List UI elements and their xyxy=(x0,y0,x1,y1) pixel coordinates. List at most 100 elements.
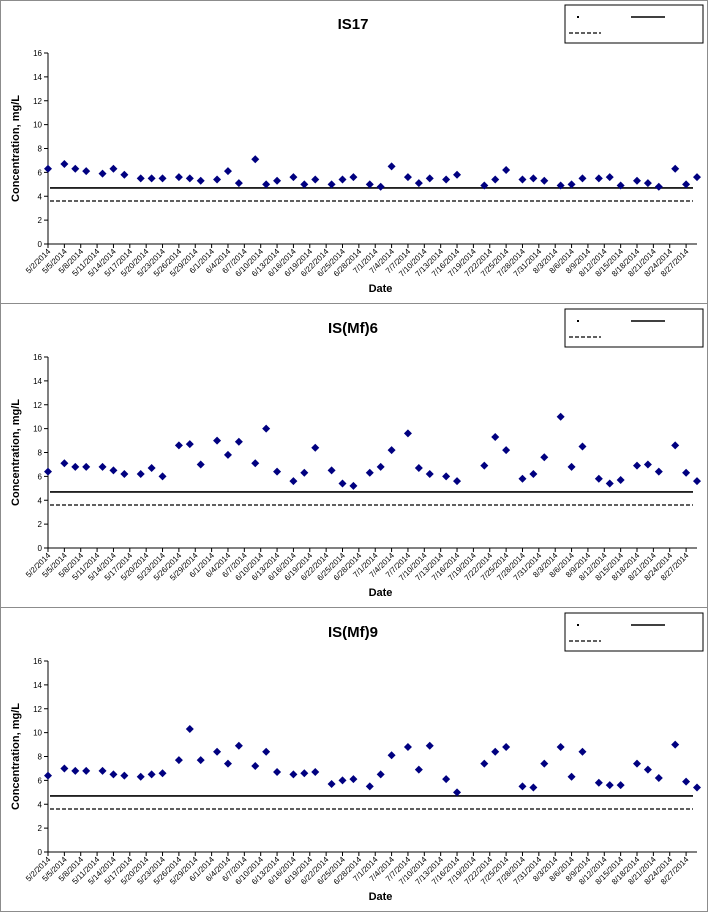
y-tick-label: 12 xyxy=(33,401,42,410)
data-point xyxy=(109,164,118,173)
data-point xyxy=(616,181,625,190)
data-point xyxy=(147,770,156,779)
data-point xyxy=(529,469,538,478)
y-tick-label: 6 xyxy=(38,168,43,177)
data-point xyxy=(671,164,680,173)
panel-divider xyxy=(0,607,708,608)
data-point xyxy=(289,477,298,486)
data-point xyxy=(605,781,614,790)
data-point xyxy=(387,162,396,171)
data-point xyxy=(556,412,565,421)
chart-title: IS(Mf)9 xyxy=(328,624,378,641)
data-point xyxy=(136,772,145,781)
data-point xyxy=(556,181,565,190)
data-point xyxy=(425,174,434,183)
data-point xyxy=(376,182,385,191)
data-point xyxy=(518,175,527,184)
data-point xyxy=(251,459,260,468)
data-point xyxy=(327,180,336,189)
data-point xyxy=(693,173,701,182)
data-point xyxy=(196,176,205,185)
data-point xyxy=(185,725,194,734)
data-point xyxy=(453,788,462,797)
data-point xyxy=(147,464,156,473)
data-point xyxy=(120,170,129,179)
y-tick-label: 16 xyxy=(33,657,42,666)
data-point xyxy=(453,170,462,179)
data-point xyxy=(185,440,194,449)
data-point xyxy=(540,759,549,768)
data-point xyxy=(387,446,396,455)
data-point xyxy=(213,747,222,756)
data-point xyxy=(682,180,691,189)
data-point xyxy=(365,180,374,189)
data-point xyxy=(234,437,243,446)
y-tick-label: 2 xyxy=(38,216,43,225)
data-point xyxy=(109,770,118,779)
data-point xyxy=(425,741,434,750)
data-point xyxy=(174,441,183,450)
data-point xyxy=(403,429,412,438)
data-point xyxy=(120,469,129,478)
data-point xyxy=(300,180,309,189)
data-point xyxy=(234,741,243,750)
chart-title: IS(Mf)6 xyxy=(328,320,378,337)
data-point xyxy=(365,468,374,477)
data-point xyxy=(300,769,309,778)
legend-box xyxy=(564,4,704,44)
data-point xyxy=(442,175,451,184)
y-tick-label: 10 xyxy=(33,729,42,738)
data-point xyxy=(403,173,412,182)
data-point xyxy=(491,432,500,441)
data-point xyxy=(136,469,145,478)
data-point xyxy=(327,466,336,475)
data-point xyxy=(273,467,282,476)
data-point xyxy=(425,469,434,478)
data-point xyxy=(349,173,358,182)
data-point xyxy=(158,472,167,481)
data-point xyxy=(633,176,642,185)
data-point xyxy=(300,468,309,477)
data-point xyxy=(120,771,129,780)
data-point xyxy=(376,770,385,779)
data-point xyxy=(251,155,260,164)
data-point xyxy=(213,175,222,184)
y-tick-label: 14 xyxy=(33,377,42,386)
data-point xyxy=(158,174,167,183)
data-point xyxy=(174,173,183,182)
data-point xyxy=(98,169,107,178)
data-point xyxy=(480,461,489,470)
y-tick-label: 4 xyxy=(38,496,43,505)
data-point xyxy=(594,174,603,183)
data-point xyxy=(44,771,52,780)
y-tick-label: 6 xyxy=(38,776,43,785)
data-point xyxy=(338,175,347,184)
data-point xyxy=(414,464,423,473)
data-point xyxy=(567,462,576,471)
x-axis-label: Date xyxy=(369,891,393,903)
data-point xyxy=(365,782,374,791)
data-point xyxy=(174,756,183,765)
data-point xyxy=(529,174,538,183)
data-point xyxy=(578,747,587,756)
data-point xyxy=(605,479,614,488)
data-point xyxy=(289,770,298,779)
y-axis-label: Concentration, mg/L xyxy=(10,95,22,202)
data-point xyxy=(262,424,271,433)
panel-divider xyxy=(0,303,708,304)
data-point xyxy=(578,174,587,183)
data-point xyxy=(185,174,194,183)
legend-box xyxy=(564,308,704,348)
legend-box xyxy=(564,612,704,652)
data-point xyxy=(403,742,412,751)
data-point xyxy=(289,173,298,182)
data-point xyxy=(82,766,91,775)
y-tick-label: 10 xyxy=(33,425,42,434)
data-point xyxy=(540,453,549,462)
data-point xyxy=(311,768,320,777)
y-tick-label: 8 xyxy=(38,753,43,762)
data-point xyxy=(491,747,500,756)
data-point xyxy=(682,777,691,786)
